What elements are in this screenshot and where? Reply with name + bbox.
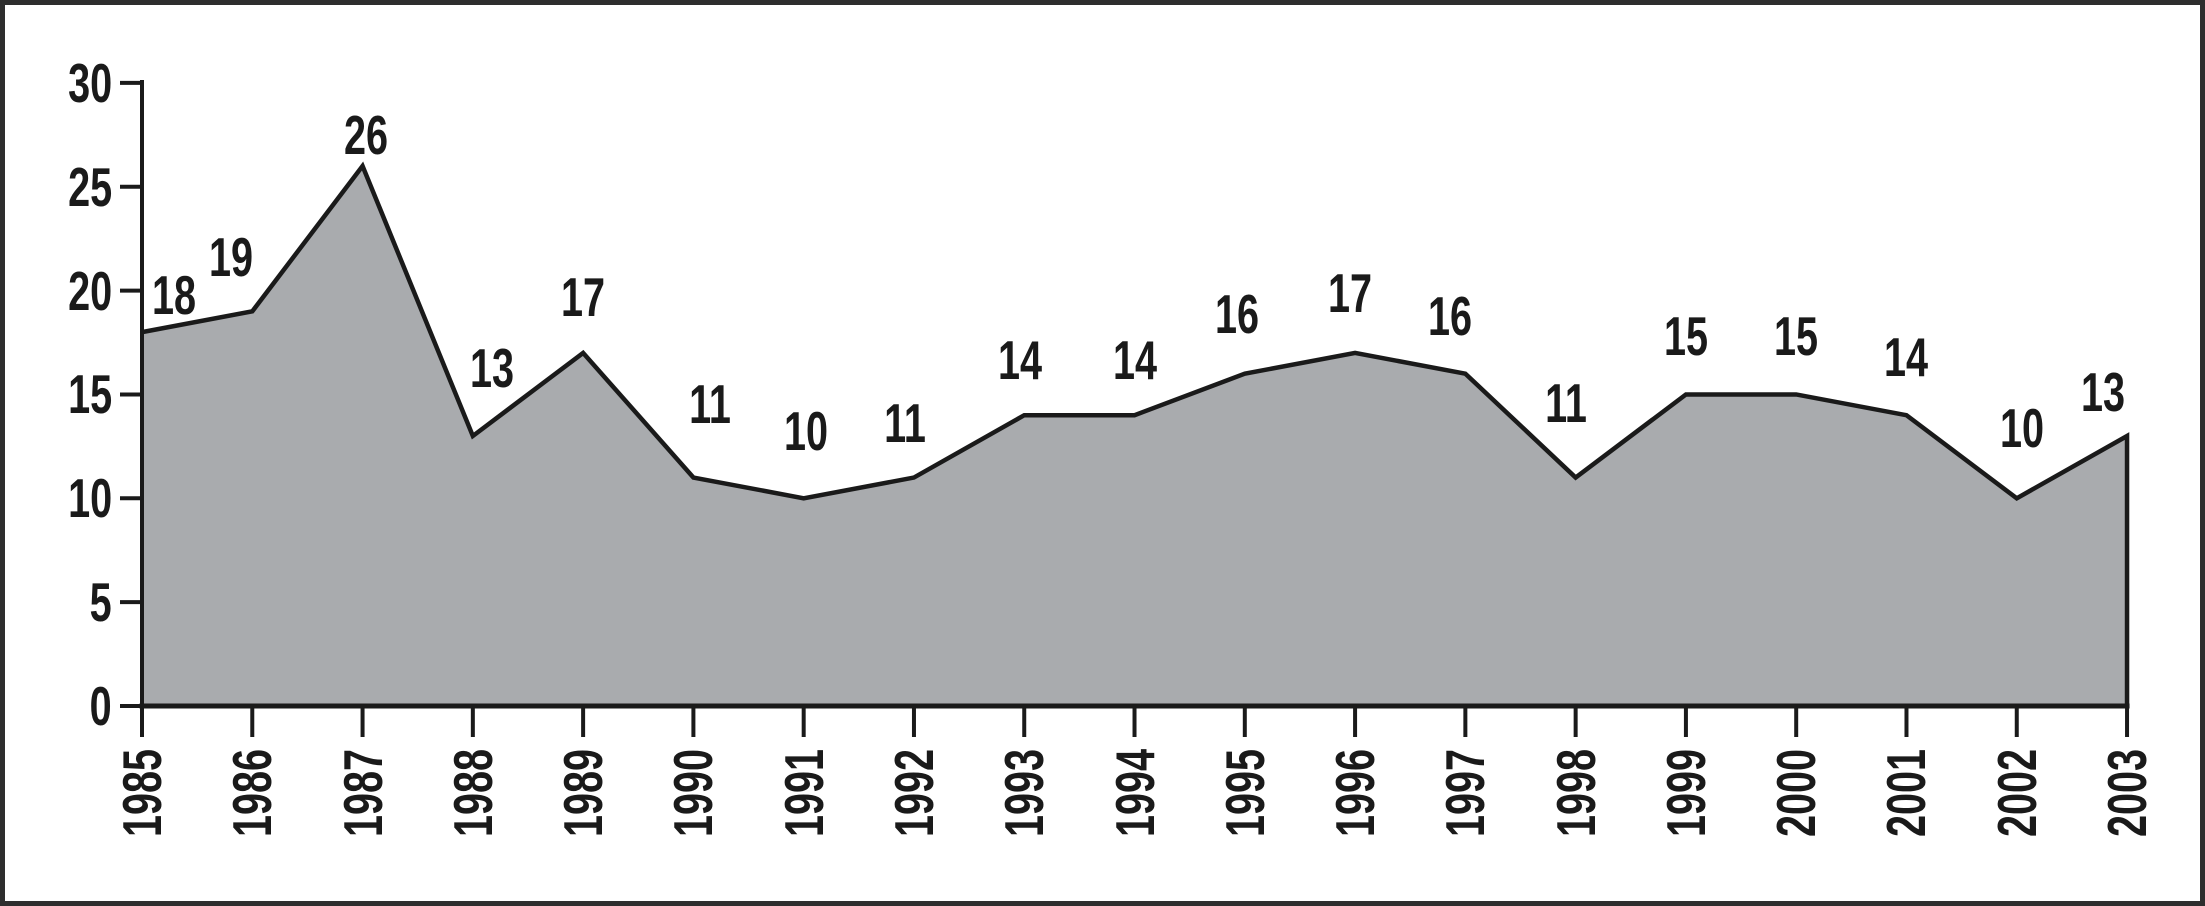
x-tick-label-1988: 1988 — [441, 748, 504, 838]
x-tick-label-1996: 1996 — [1324, 748, 1387, 838]
data-label-1998: 11 — [1544, 371, 1587, 434]
y-tick-label: 0 — [12, 679, 112, 734]
y-tick-label: 15 — [12, 367, 112, 422]
y-tick-label-text: 20 — [67, 259, 112, 322]
y-tick-label-text: 30 — [67, 51, 112, 114]
data-label-1989: 17 — [561, 265, 606, 328]
series-line — [141, 161, 2130, 708]
y-tick-label: 25 — [12, 155, 112, 218]
data-label-1992: 11 — [884, 391, 926, 454]
x-tick-label-1985: 1985 — [111, 748, 173, 838]
x-tick-label-1987: 1987 — [331, 748, 394, 838]
y-tick-label: 30 — [12, 51, 112, 114]
x-tick-label-1998: 1998 — [1544, 748, 1607, 838]
data-label-1995: 16 — [1214, 282, 1259, 345]
data-label-1987: 26 — [343, 103, 388, 166]
y-tick-label-text: 5 — [89, 571, 112, 634]
data-label-2001: 14 — [1884, 326, 1929, 389]
x-tick-label-1990: 1990 — [662, 748, 725, 838]
x-tick-label-1992: 1992 — [882, 748, 945, 838]
data-label-1991: 10 — [783, 400, 828, 463]
y-tick-label-text: 15 — [67, 363, 112, 426]
x-tick-label-2003: 2003 — [2096, 748, 2159, 838]
y-tick-label: 10 — [12, 471, 112, 526]
data-label-1985: 18 — [151, 264, 197, 327]
x-tick-label-1999: 1999 — [1654, 748, 1717, 838]
y-tick-label-text: 0 — [89, 675, 112, 737]
x-tick-label-2000: 2000 — [1765, 748, 1828, 838]
x-tick-label-1995: 1995 — [1213, 748, 1276, 838]
data-label-1986: 19 — [209, 226, 254, 289]
y-tick-label-text: 10 — [67, 467, 112, 530]
data-label-2002: 10 — [1999, 397, 2044, 460]
x-tick-label-1994: 1994 — [1103, 748, 1166, 838]
data-label-1988: 13 — [469, 336, 514, 399]
x-tick-label-1993: 1993 — [993, 748, 1056, 838]
data-label-1990: 11 — [689, 372, 732, 435]
data-label-1994: 14 — [1112, 329, 1157, 392]
x-tick-label-1991: 1991 — [772, 748, 835, 838]
y-tick-label: 5 — [12, 575, 112, 630]
data-label-1997: 16 — [1428, 284, 1473, 347]
data-label-2003: 13 — [2081, 360, 2126, 423]
x-tick-label-2002: 2002 — [1985, 748, 2048, 838]
x-tick-label-2001: 2001 — [1875, 748, 1938, 838]
x-tick-label-1997: 1997 — [1434, 748, 1497, 838]
x-tick-label-1986: 1986 — [221, 748, 284, 838]
x-tick-label-1989: 1989 — [552, 748, 615, 838]
area-fill — [142, 165, 2128, 707]
y-tick-label: 20 — [12, 259, 112, 322]
data-label-1993: 14 — [998, 329, 1043, 392]
data-label-2000: 15 — [1774, 305, 1819, 368]
data-label-1999: 15 — [1663, 305, 1708, 368]
data-label-1996: 17 — [1328, 261, 1373, 324]
y-tick-label-text: 25 — [67, 155, 112, 218]
